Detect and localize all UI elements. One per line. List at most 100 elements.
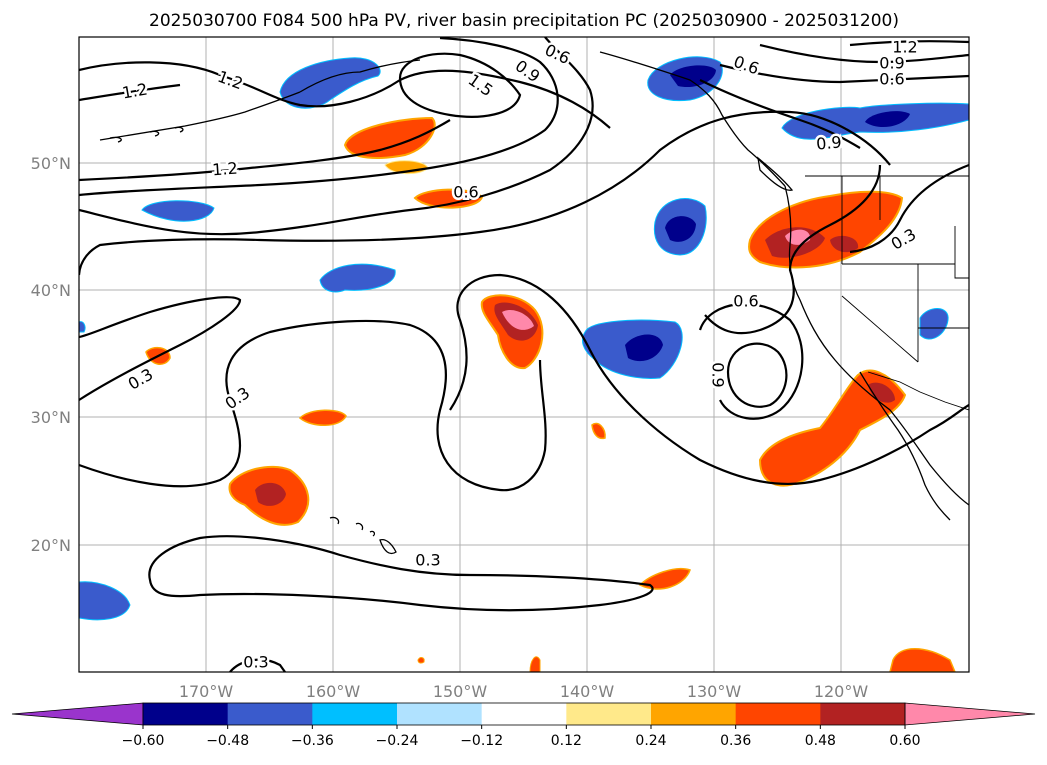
pv-contour-0-6-west bbox=[79, 37, 594, 236]
precip-neg-018n-180w bbox=[79, 581, 131, 621]
colorbar-tick-label: −0.60 bbox=[122, 733, 165, 749]
pv-contour-1-2-west bbox=[79, 83, 181, 102]
precip-pos-030n-158w bbox=[298, 409, 347, 426]
lat-tick-40n: 40°N bbox=[31, 281, 71, 300]
contour-label-0-9-ne: 0.9 bbox=[879, 54, 904, 73]
precip-pos-011n-115w bbox=[889, 648, 956, 672]
lat-tick-labels: 50°N 40°N 30°N 20°N bbox=[31, 154, 71, 555]
colorbar: −0.60 −0.48 −0.36 −0.24 −0.12 0.12 0.24 0.36 0.4… bbox=[11, 702, 1036, 749]
colorbar-tick-label: −0.36 bbox=[291, 733, 334, 749]
coastline-baja bbox=[859, 371, 951, 521]
precip-pos-010n-143w bbox=[529, 656, 541, 672]
colorbar-segment bbox=[820, 703, 906, 725]
precip-pos-029n-139w bbox=[591, 422, 606, 440]
colorbar-segment bbox=[735, 703, 821, 725]
precip-neg-041n-158w bbox=[319, 263, 396, 293]
pv-contour-0-9-west bbox=[79, 37, 559, 197]
border-us-mexico bbox=[867, 371, 969, 411]
pv-contour-0-9-ne bbox=[759, 43, 969, 64]
colorbar-segment bbox=[651, 703, 737, 725]
contour-label-0-6-loop: 0.6 bbox=[733, 292, 758, 311]
contour-label-0-3-bottom: 0.3 bbox=[243, 653, 268, 672]
lon-tick-120w: 120°W bbox=[814, 682, 869, 701]
colorbar-segment bbox=[312, 703, 398, 725]
coastline-vancouver-island bbox=[757, 156, 794, 191]
contour-label-0-9-ring: 0.9 bbox=[709, 362, 728, 387]
precip-pos-baja-streak-core bbox=[868, 382, 895, 403]
pv-contour-0-3-bottom bbox=[229, 658, 286, 672]
pv-contour-0-6-east bbox=[704, 164, 882, 335]
pv-contour-1-2-ne bbox=[849, 40, 969, 47]
pv-contour-0-3-trough bbox=[449, 273, 969, 486]
pv-contours bbox=[79, 37, 969, 672]
contour-label-1-2-c: 1.2 bbox=[212, 159, 239, 180]
contour-label-1-2-ne: 1.2 bbox=[892, 38, 917, 57]
colorbar-tick-label: 0.60 bbox=[889, 733, 920, 749]
colorbar-tick-label: −0.24 bbox=[376, 733, 419, 749]
coastlines bbox=[99, 51, 969, 555]
lon-tick-140w: 140°W bbox=[560, 682, 615, 701]
colorbar-tick-label: 0.24 bbox=[635, 733, 666, 749]
lat-tick-30n: 30°N bbox=[31, 408, 71, 427]
contour-label-0-6-ne: 0.6 bbox=[879, 70, 904, 89]
precip-pos-baja-streak bbox=[758, 369, 907, 487]
pv-contour-0-3-west bbox=[79, 296, 242, 401]
lon-tick-labels: 170°W 160°W 150°W 140°W 130°W 120°W bbox=[179, 682, 869, 701]
precip-neg-california bbox=[919, 308, 949, 340]
pv-contour-1-5 bbox=[398, 52, 522, 118]
pv-contour-0-3-tropical bbox=[148, 535, 654, 612]
colorbar-tick-label: −0.48 bbox=[206, 733, 249, 749]
colorbar-tick-label: −0.12 bbox=[460, 733, 503, 749]
precip-neg-052n-172w bbox=[141, 200, 215, 222]
colorbar-tick-label: 0.12 bbox=[551, 733, 582, 749]
lon-tick-150w: 150°W bbox=[433, 682, 488, 701]
coastline-southeast-alaska bbox=[599, 51, 786, 187]
colorbar-segment bbox=[566, 703, 652, 725]
border-state-ca bbox=[841, 226, 969, 363]
coastline-alaska-peninsula bbox=[99, 91, 301, 141]
coastline-hawaii-islands bbox=[329, 516, 376, 537]
pv-contour-0-3-south bbox=[79, 319, 547, 492]
colorbar-frame bbox=[142, 702, 906, 726]
contour-label-0-3-tropical: 0.3 bbox=[415, 551, 440, 570]
colorbar-segment bbox=[397, 703, 483, 725]
colorbar-segment bbox=[227, 703, 313, 725]
border-state-nw bbox=[841, 176, 955, 265]
coastline-alaska-mainland bbox=[299, 59, 421, 93]
contour-label-0-6-central: 0.6 bbox=[453, 183, 478, 202]
political-borders bbox=[805, 175, 969, 411]
precip-neg-ne-core bbox=[865, 111, 910, 128]
precip-neg-036n-138w-core bbox=[625, 334, 663, 362]
lon-tick-170w: 170°W bbox=[179, 682, 234, 701]
pv-contour-1-2-north bbox=[79, 61, 611, 129]
pv-contour-0-9-east bbox=[699, 79, 861, 149]
pv-contour-labels: 1.2 1.2 1.2 1.5 0.9 0.6 0.6 1.2 0.9 0.6 … bbox=[118, 37, 922, 672]
pv-contour-1-2-mid bbox=[79, 119, 451, 182]
colorbar-extend-high bbox=[904, 702, 1036, 726]
precip-neg-037n-180w-edge bbox=[79, 321, 86, 333]
precip-pos-017n-136w bbox=[638, 568, 691, 590]
contour-label-0-9-east: 0.9 bbox=[815, 132, 842, 153]
pv-contour-0-6-ne bbox=[719, 63, 969, 84]
pv-contour-0-6-central bbox=[79, 110, 891, 276]
coastline-hawaii-main bbox=[379, 538, 397, 555]
map-panel: 1.2 1.2 1.2 1.5 0.9 0.6 0.6 1.2 0.9 0.6 … bbox=[78, 36, 970, 673]
colorbar-extend-low bbox=[11, 702, 144, 726]
chart-title: 2025030700 F084 500 hPa PV, river basin … bbox=[149, 11, 899, 31]
lat-tick-50n: 50°N bbox=[31, 154, 71, 173]
pv-contour-0-3-east bbox=[849, 163, 969, 254]
lon-tick-160w: 160°W bbox=[306, 682, 361, 701]
lat-tick-20n: 20°N bbox=[31, 536, 71, 555]
map-frame bbox=[78, 36, 970, 673]
precip-pos-gulf-alaska bbox=[343, 116, 436, 159]
lon-tick-130w: 130°W bbox=[687, 682, 742, 701]
precip-neg-045n-133w-core bbox=[665, 216, 696, 242]
colorbar-tick-label: 0.48 bbox=[805, 733, 836, 749]
pv-contour-0-9-ring bbox=[726, 342, 788, 408]
coastline-islands-north bbox=[109, 126, 184, 143]
precip-pos-038n-146w-peak bbox=[502, 309, 534, 330]
precip-pos-pacific-nw-east-core bbox=[830, 235, 859, 253]
colorbar-segment bbox=[143, 703, 229, 725]
coastline-west-coast bbox=[784, 185, 969, 506]
